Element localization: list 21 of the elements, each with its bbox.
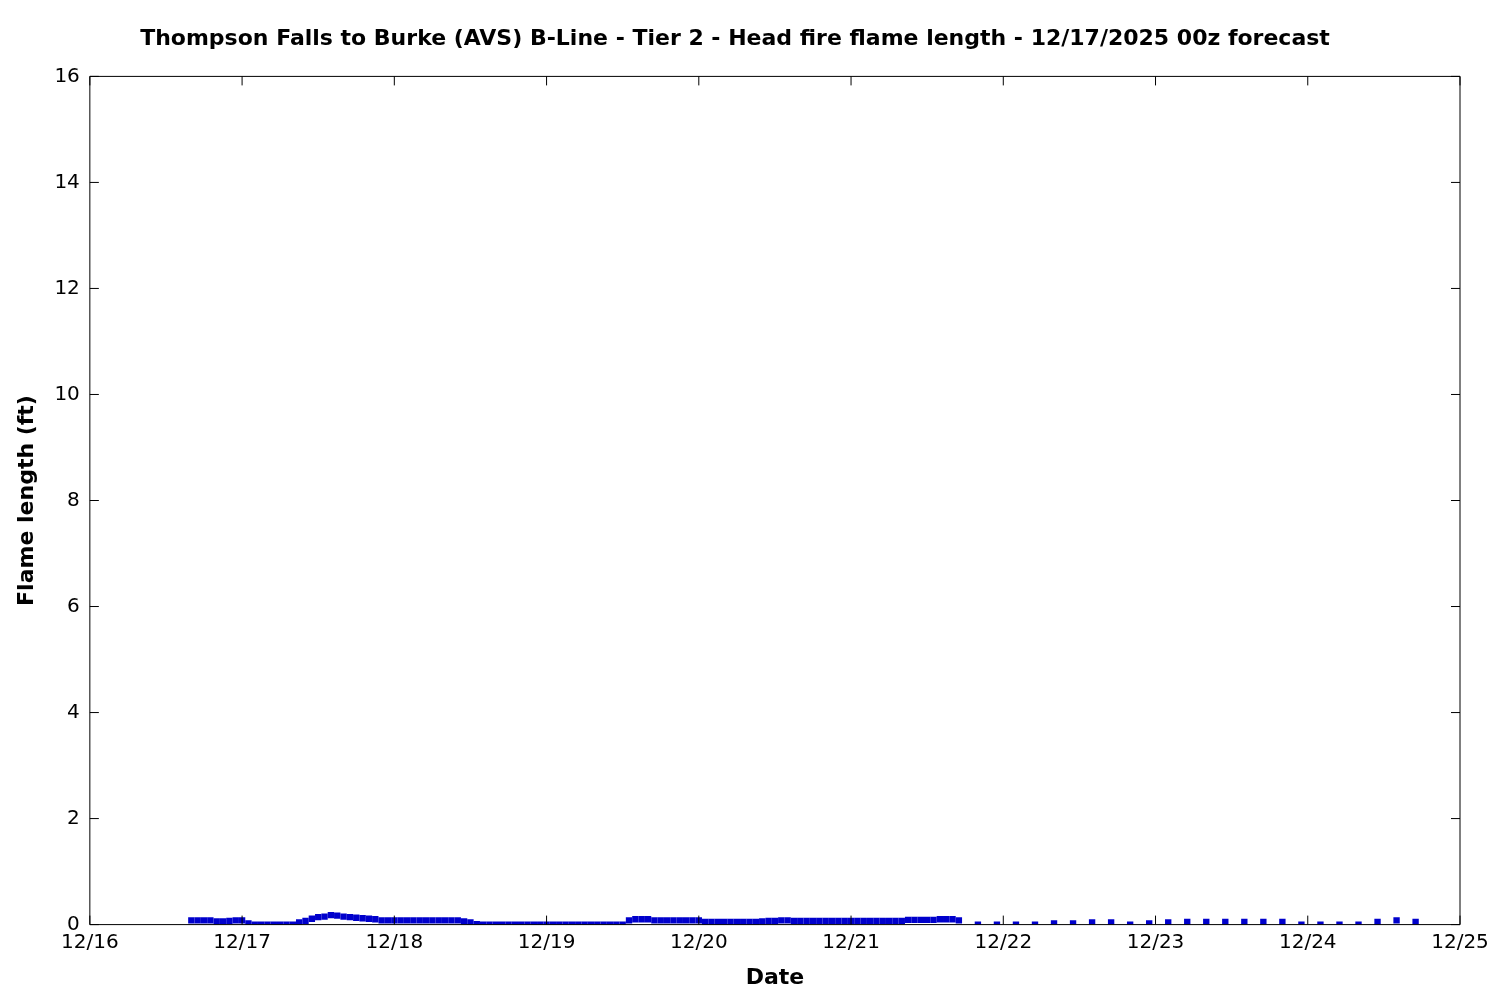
y-tick-label: 6 (67, 592, 80, 617)
y-tick-label: 2 (67, 804, 80, 829)
x-tick-label: 12/19 (517, 928, 576, 953)
y-axis-title: Flame length (ft) (12, 395, 38, 606)
y-tick-label: 4 (67, 698, 80, 723)
x-tick-label: 12/17 (213, 928, 271, 953)
x-tick-label: 12/20 (669, 928, 728, 953)
y-tick-label: 16 (54, 62, 80, 87)
x-tick-label: 12/24 (1278, 928, 1337, 953)
y-tick-label: 14 (54, 168, 80, 193)
y-tick-label: 8 (67, 486, 80, 511)
y-tick-label: 12 (54, 274, 80, 299)
x-tick-label: 12/23 (1126, 928, 1185, 953)
x-tick-label: 12/25 (1431, 928, 1489, 953)
x-tick-label: 12/22 (974, 928, 1033, 953)
x-tick-label: 12/18 (365, 928, 424, 953)
x-axis-title: Date (745, 963, 805, 989)
chart-title: Thompson Falls to Burke (AVS) B-Line - Tier 2 - Head fire flame length - 12/17/2025 00z forecast (140, 24, 1331, 50)
y-tick-label: 0 (67, 910, 80, 935)
x-tick-label: 12/21 (822, 928, 880, 953)
y-tick-label: 10 (54, 380, 80, 405)
